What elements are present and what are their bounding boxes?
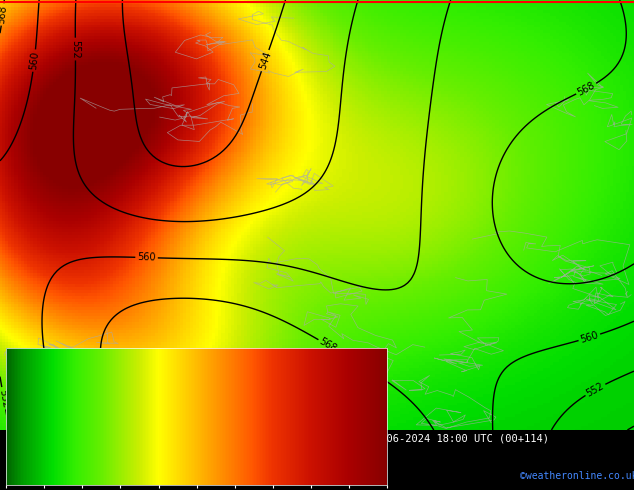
Text: 560: 560: [579, 330, 600, 345]
Text: 552: 552: [0, 388, 10, 408]
Text: 568: 568: [318, 337, 339, 354]
Text: 544: 544: [257, 50, 273, 71]
Text: 576: 576: [295, 392, 316, 410]
Text: 560: 560: [29, 51, 41, 71]
Text: Su 09-06-2024 18:00 UTC (00+114): Su 09-06-2024 18:00 UTC (00+114): [349, 433, 548, 443]
Text: 568: 568: [0, 4, 9, 24]
Text: Height 500 hPa Spread mean+σ [gpdm] ECMWF: Height 500 hPa Spread mean+σ [gpdm] ECMW…: [6, 433, 262, 443]
Text: 552: 552: [585, 381, 606, 398]
Text: 568: 568: [576, 80, 597, 98]
Text: 552: 552: [70, 40, 81, 58]
Text: ©weatheronline.co.uk: ©weatheronline.co.uk: [520, 471, 634, 481]
Text: 560: 560: [137, 252, 156, 263]
